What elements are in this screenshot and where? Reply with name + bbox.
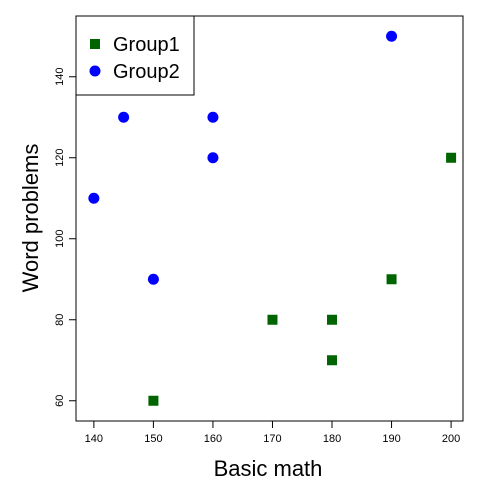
data-points <box>88 30 457 406</box>
group2-point <box>118 111 130 123</box>
group2-point <box>88 192 100 204</box>
legend-circle-marker <box>89 65 101 77</box>
legend-square-marker <box>90 39 100 49</box>
group1-point <box>327 355 338 366</box>
x-tick-label: 140 <box>85 433 103 445</box>
y-tick-label: 100 <box>54 230 66 248</box>
group1-point <box>148 395 159 406</box>
group2-point <box>207 111 219 123</box>
x-axis: 140 150 160 170 180 190 200 <box>85 420 460 445</box>
y-tick-label: 60 <box>54 395 66 407</box>
group1-point <box>267 314 278 325</box>
group2-point <box>386 30 398 42</box>
group1-point <box>386 274 397 285</box>
x-tick-label: 190 <box>382 433 400 445</box>
legend-label: Group2 <box>113 61 180 83</box>
x-tick-label: 170 <box>263 433 281 445</box>
y-axis-title: Word problems <box>18 144 43 293</box>
y-tick-label: 120 <box>54 149 66 167</box>
x-tick-label: 160 <box>204 433 222 445</box>
x-tick-label: 150 <box>144 433 162 445</box>
legend-label: Group1 <box>113 34 180 56</box>
y-axis: 60 80 100 120 140 <box>54 68 77 407</box>
y-tick-label: 140 <box>54 68 66 86</box>
x-tick-label: 180 <box>323 433 341 445</box>
group1-point <box>327 314 338 325</box>
group2-point <box>207 152 219 164</box>
x-axis-title: Basic math <box>214 456 323 480</box>
x-tick-label: 200 <box>442 433 460 445</box>
legend-box <box>75 15 195 96</box>
group1-point <box>446 152 457 163</box>
legend: Group1 Group2 <box>75 15 195 96</box>
group2-point <box>147 273 159 285</box>
y-tick-label: 80 <box>54 314 66 326</box>
